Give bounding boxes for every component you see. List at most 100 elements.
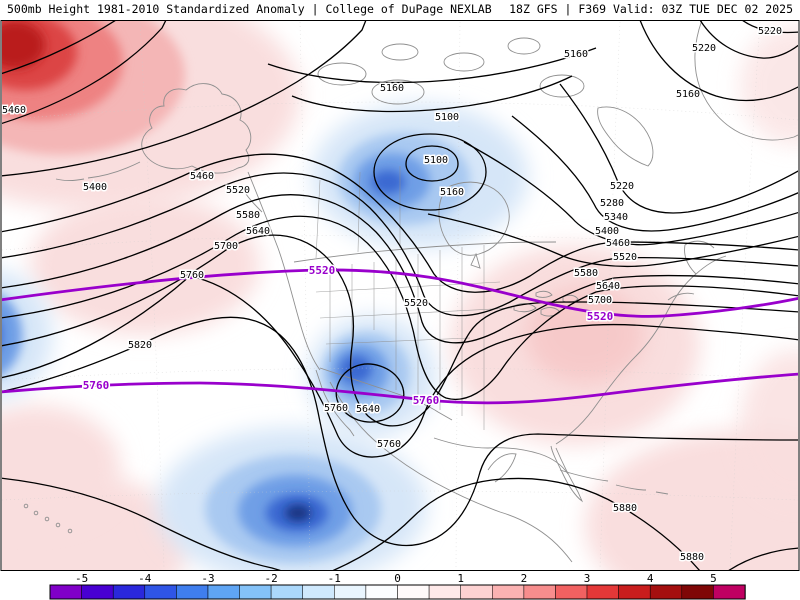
contour-label: 5640 (246, 226, 270, 237)
maritimes-coastline (667, 240, 715, 301)
hawaii-island (33, 510, 39, 516)
height-contour (267, 47, 597, 84)
longitude-line (139, 21, 165, 570)
positive-anomaly-blob (585, 430, 798, 570)
colorbar-swatch (397, 584, 430, 600)
colorbar-swatch (176, 584, 209, 600)
geography-layer (23, 21, 798, 563)
height-contour (332, 477, 700, 570)
model-run-info: 18Z GFS | F369 Valid: 03Z TUE DEC 02 202… (509, 2, 793, 16)
positive-anomaly-blob (740, 350, 798, 500)
map-border (0, 20, 800, 571)
colorbar-swatch (270, 584, 303, 600)
contour-label: 5640 (356, 404, 380, 415)
graticule-layer (2, 21, 798, 570)
contour-label: 5400 (595, 226, 619, 237)
colorbar-swatch (81, 584, 114, 600)
province-border-lines (315, 166, 401, 259)
colorbar-swatch (586, 584, 619, 600)
colorbar-swatch (649, 584, 683, 600)
height-contour (2, 21, 367, 177)
state-border-lines (329, 245, 485, 430)
contour-label: 5160 (676, 89, 700, 100)
contour-label: 5460 (606, 238, 630, 249)
negative-anomaly-core (340, 355, 372, 383)
height-contour (2, 172, 798, 317)
colorbar-swatch (49, 584, 82, 600)
colorbar-swatch (334, 584, 367, 600)
contour-label: 5760 (324, 403, 348, 414)
contour-label: 5160 (380, 83, 404, 94)
longitude-line (729, 21, 761, 570)
positive-anomaly-blob (740, 25, 798, 145)
colorbar-swatch (492, 584, 525, 600)
colorbar-tick-label: 3 (584, 572, 591, 585)
height-contour (2, 477, 281, 570)
negative-anomaly-core (285, 505, 311, 521)
james-bay-coastline (470, 252, 481, 269)
climo-contour-label: 5760 (83, 379, 110, 392)
baffin-island-outline (597, 106, 654, 167)
contour-label: 5760 (180, 270, 204, 281)
climo-contour-5520 (2, 268, 798, 318)
hawaii-island (23, 503, 29, 509)
colorbar-tick-label: -2 (264, 572, 277, 585)
height-contour (2, 215, 798, 400)
hawaii-island (44, 516, 50, 522)
us-mexico-border (319, 367, 453, 421)
height-contour (2, 234, 798, 427)
greenland-coastline (694, 21, 798, 141)
colorbar-swatch (555, 584, 588, 600)
contour-label: 5580 (236, 210, 260, 221)
contour-label: 5820 (128, 340, 152, 351)
contour-label: 5220 (692, 43, 716, 54)
contour-label: 5580 (574, 268, 598, 279)
colorbar-swatch (302, 584, 335, 600)
longitude-line (599, 21, 621, 570)
contour-label: 5460 (190, 171, 214, 182)
height-contour (427, 213, 798, 268)
height-contour (2, 316, 798, 547)
colorbar-tick-label: -5 (75, 572, 88, 585)
caribbean-islands-outline (559, 469, 669, 495)
colorbar-swatch (207, 584, 240, 600)
colorbar-swatch (144, 584, 177, 600)
contour-label: 5880 (680, 552, 704, 563)
height-contour (699, 21, 798, 59)
climo-contour-layer (2, 268, 798, 405)
contour-label: 5760 (377, 439, 401, 450)
colorbar-tick-label: 2 (521, 572, 528, 585)
yucatan-coastline (487, 453, 517, 483)
colorbar-tick-label: 1 (457, 572, 464, 585)
height-contour-layer (2, 21, 798, 570)
page-title: 500mb Height 1981-2010 Standardized Anom… (7, 2, 492, 16)
gulf-coastline (433, 437, 569, 475)
west-coast-coastline (247, 171, 321, 371)
climo-contour-5760 (2, 372, 798, 405)
contour-label: 5520 (613, 252, 637, 263)
positive-anomaly-core (2, 21, 45, 69)
hudson-bay-coastline (438, 181, 510, 256)
contour-label: 5340 (604, 212, 628, 223)
colorbar-tick-label: -3 (201, 572, 214, 585)
height-contour (2, 275, 798, 458)
height-contour (291, 75, 573, 113)
arctic-islands-outline (317, 37, 585, 105)
closed-low-contour-5640 (335, 363, 405, 423)
contour-label: 5160 (440, 187, 464, 198)
colorbar-border (49, 584, 746, 600)
height-contour (559, 83, 798, 214)
contour-label: 5520 (404, 298, 428, 309)
colorbar-swatch (428, 584, 461, 600)
alaska-coastline (141, 83, 252, 174)
state-borders (315, 166, 513, 430)
florida-coastline (550, 445, 584, 503)
contour-label-layer: 5460 5400 5160 5100 5160 5100 5160 5160 … (2, 25, 784, 565)
height-contour (2, 153, 798, 293)
colorbar-tick-label: -1 (328, 572, 341, 585)
colorbar-swatch (239, 584, 272, 600)
height-contour (728, 547, 798, 570)
contour-label: 5700 (588, 295, 612, 306)
contour-label: 5400 (83, 182, 107, 193)
